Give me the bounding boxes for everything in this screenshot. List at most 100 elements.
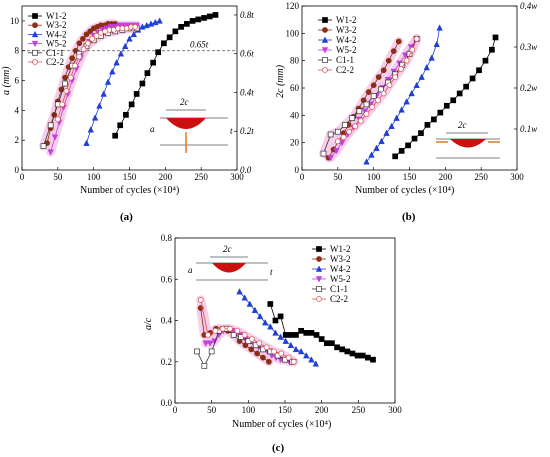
data-point — [313, 332, 320, 338]
data-point — [117, 50, 125, 57]
series-w4-2 — [363, 24, 443, 165]
data-point — [282, 337, 289, 344]
data-point — [352, 123, 358, 130]
data-point — [51, 134, 59, 141]
data-point — [63, 88, 70, 94]
data-point — [194, 348, 200, 355]
data-point — [266, 358, 272, 365]
panel-b-crack-shape — [450, 139, 486, 148]
y-tick-label: 120 — [286, 1, 300, 11]
x-tick-label: 300 — [230, 172, 244, 182]
data-point — [87, 28, 93, 35]
legend-label: C2-2 — [330, 294, 348, 304]
y2-tick-label: 0.4w — [520, 1, 537, 11]
x-tick-label: 200 — [439, 172, 453, 182]
legend-entry-w5-2: W5-2 — [28, 39, 67, 49]
data-point — [327, 131, 334, 138]
legend-entry-w5-2: W5-2 — [318, 45, 357, 55]
data-point — [206, 340, 214, 347]
legend-entry-w3-2: W3-2 — [312, 254, 351, 264]
y-tick-label: 60 — [290, 83, 300, 93]
data-point — [89, 35, 96, 42]
y2-tick-label: 0.1w — [520, 124, 537, 134]
data-point — [482, 57, 489, 64]
panel-a-ref-label: 0.65t — [190, 40, 209, 50]
panel-c: 0 50 100 150 200 250 300 0.0 0.2 0.4 0.6 0.8 a/c Nu… — [143, 233, 402, 454]
data-point — [234, 327, 241, 334]
data-point — [408, 89, 415, 97]
data-point — [403, 98, 410, 105]
data-point — [469, 75, 476, 82]
data-point — [202, 340, 210, 347]
data-point — [385, 57, 392, 64]
data-point — [334, 344, 340, 351]
data-point — [312, 360, 320, 367]
data-point — [85, 40, 91, 47]
data-point — [368, 151, 375, 158]
data-point — [365, 354, 371, 361]
data-point — [54, 116, 61, 123]
data-point — [150, 59, 156, 66]
data-point — [80, 46, 87, 53]
x-tick-label: 0 — [300, 172, 305, 182]
y-tick-label: 0.2 — [161, 357, 172, 367]
y-tick-label: 0 — [15, 165, 20, 175]
x-tick-label: 100 — [242, 405, 256, 415]
data-point — [83, 139, 90, 146]
y2-tick-label: 0.8t — [240, 10, 254, 20]
data-point — [292, 345, 300, 353]
data-point — [130, 30, 138, 38]
panel-a-legend: W1-2W3-2W4-2W5-2C1-1C2-2 — [28, 11, 67, 67]
legend-marker — [32, 49, 38, 56]
legend-marker — [32, 13, 38, 19]
series-line — [114, 14, 216, 136]
data-point — [377, 86, 384, 93]
legend-entry-c1-1: C1-1 — [312, 284, 348, 294]
panel-a-series — [40, 12, 219, 156]
data-point — [80, 35, 86, 42]
y-tick-label: 0.4 — [161, 316, 173, 326]
data-point — [287, 341, 295, 348]
panel-c-legend: W1-2W3-2W4-2W5-2C1-1C2-2 — [312, 244, 351, 304]
legend-label: C1-1 — [46, 48, 64, 58]
data-point — [288, 332, 294, 338]
legend-entry-c2-2: C2-2 — [312, 294, 348, 304]
data-point — [392, 74, 399, 80]
data-point — [349, 115, 356, 121]
data-point — [242, 342, 249, 349]
y-tick-label: 6 — [15, 76, 20, 86]
data-point — [492, 34, 499, 41]
legend-entry-c1-1: C1-1 — [318, 55, 354, 65]
data-point — [386, 82, 393, 89]
data-point — [156, 17, 163, 24]
data-point — [398, 106, 405, 113]
x-tick-label: 50 — [53, 172, 63, 182]
data-point — [297, 347, 305, 355]
data-point — [290, 358, 297, 365]
data-point — [476, 67, 482, 74]
legend-label: C1-1 — [336, 55, 354, 65]
series-w4-2 — [236, 288, 320, 367]
data-point — [293, 332, 299, 338]
y2-tick-label: 0.3w — [520, 42, 537, 52]
data-point — [318, 336, 325, 342]
x-tick-label: 250 — [194, 172, 208, 182]
x-tick-label: 0 — [20, 172, 25, 182]
panel-a-inset-label: 2c — [180, 97, 189, 107]
legend-marker — [321, 47, 329, 54]
data-point — [96, 102, 103, 109]
y-tick-label: 0.8 — [161, 233, 173, 243]
data-point — [418, 130, 424, 136]
data-point — [227, 325, 233, 332]
data-point — [263, 344, 270, 351]
data-point — [109, 68, 116, 75]
data-point — [93, 32, 100, 39]
panel-b-xlabel: Number of cycles (×10⁴) — [355, 185, 454, 196]
legend-marker — [316, 256, 322, 262]
legend-entry-w1-2: W1-2 — [28, 11, 67, 21]
data-point — [278, 350, 285, 357]
data-point — [405, 142, 411, 149]
data-point — [375, 97, 381, 104]
data-point — [249, 336, 255, 342]
